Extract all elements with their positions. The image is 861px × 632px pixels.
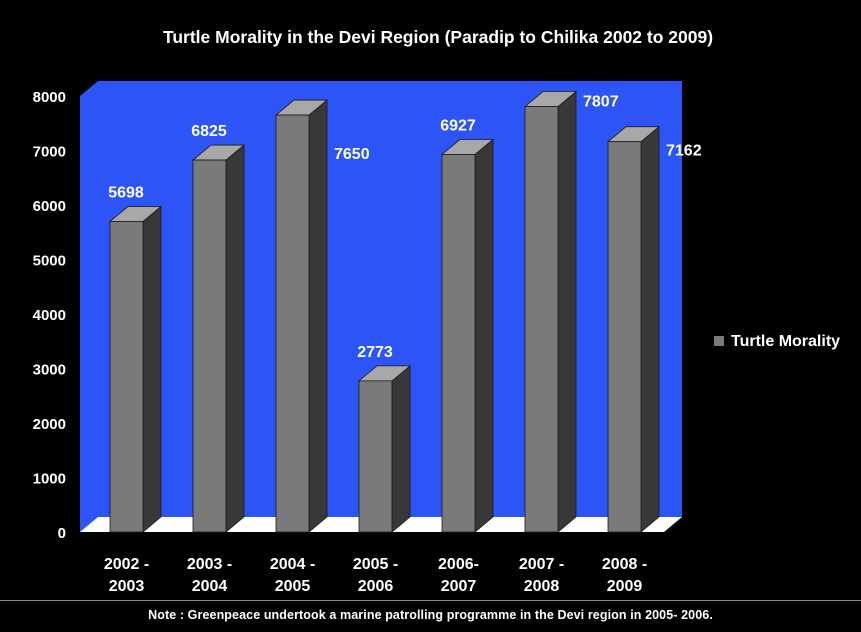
y-tick-label: 6000 bbox=[33, 198, 66, 215]
y-tick-label: 0 bbox=[58, 525, 66, 542]
legend: Turtle Morality bbox=[714, 333, 840, 350]
x-tick-label: 2005 - bbox=[353, 556, 398, 573]
bar-value-label: 7807 bbox=[583, 94, 619, 111]
bar-side bbox=[640, 125, 660, 533]
bar-side bbox=[557, 90, 577, 533]
x-tick-label: 2008 bbox=[524, 578, 560, 595]
bar-side bbox=[474, 138, 494, 533]
x-tick-label: 2007 - bbox=[519, 556, 564, 573]
note-bar: Note : Greenpeace undertook a marine pat… bbox=[0, 600, 861, 632]
x-tick-label: 2006 bbox=[358, 578, 394, 595]
x-tick-label: 2004 bbox=[192, 578, 228, 595]
y-axis: 0 1000 2000 3000 4000 5000 6000 7000 8000 bbox=[33, 89, 66, 542]
y-tick-label: 1000 bbox=[33, 471, 66, 488]
legend-label: Turtle Morality bbox=[731, 333, 840, 350]
x-tick-label: 2008 - bbox=[602, 556, 647, 573]
bar-value-label: 2773 bbox=[357, 344, 393, 361]
bar-value-label: 7162 bbox=[666, 143, 702, 160]
bar-value-label: 5698 bbox=[108, 184, 144, 201]
y-tick-label: 8000 bbox=[33, 89, 66, 106]
chart-title: Turtle Morality in the Devi Region (Para… bbox=[163, 27, 713, 47]
x-tick-label: 2002 - bbox=[104, 556, 149, 573]
x-tick-label: 2005 bbox=[275, 578, 311, 595]
bar bbox=[109, 221, 144, 533]
bar-side bbox=[142, 205, 162, 533]
bar bbox=[358, 380, 393, 533]
y-tick-label: 3000 bbox=[33, 362, 66, 379]
legend-swatch bbox=[714, 336, 724, 346]
bar bbox=[275, 114, 310, 533]
y-tick-label: 2000 bbox=[33, 416, 66, 433]
bar-side bbox=[391, 365, 411, 533]
x-tick-label: 2007 bbox=[441, 578, 477, 595]
bar-value-label: 6927 bbox=[440, 117, 476, 134]
bar-value-label: 6825 bbox=[191, 123, 227, 140]
x-tick-label: 2004 - bbox=[270, 556, 315, 573]
bars: 5698 6825 7650 2773 6927 7807 7162 bbox=[108, 90, 702, 533]
x-tick-label: 2006- bbox=[438, 556, 479, 573]
x-tick-label: 2003 bbox=[109, 578, 145, 595]
y-tick-label: 5000 bbox=[33, 253, 66, 270]
y-tick-label: 7000 bbox=[33, 144, 66, 161]
x-axis: 2002 - 2003 2003 - 2004 2004 - 2005 2005 - 2006… bbox=[104, 556, 647, 595]
x-tick-label: 2009 bbox=[607, 578, 643, 595]
note-text: Note : Greenpeace undertook a marine pat… bbox=[148, 608, 713, 622]
bar-side bbox=[225, 144, 245, 533]
bar bbox=[524, 106, 559, 533]
x-tick-label: 2003 - bbox=[187, 556, 232, 573]
bar-side bbox=[308, 99, 328, 533]
bar-value-label: 7650 bbox=[334, 146, 370, 163]
bar bbox=[607, 141, 642, 533]
y-tick-label: 4000 bbox=[33, 307, 66, 324]
bar bbox=[441, 154, 476, 533]
bar bbox=[192, 159, 227, 533]
chart: Turtle Morality in the Devi Region (Para… bbox=[33, 27, 841, 595]
